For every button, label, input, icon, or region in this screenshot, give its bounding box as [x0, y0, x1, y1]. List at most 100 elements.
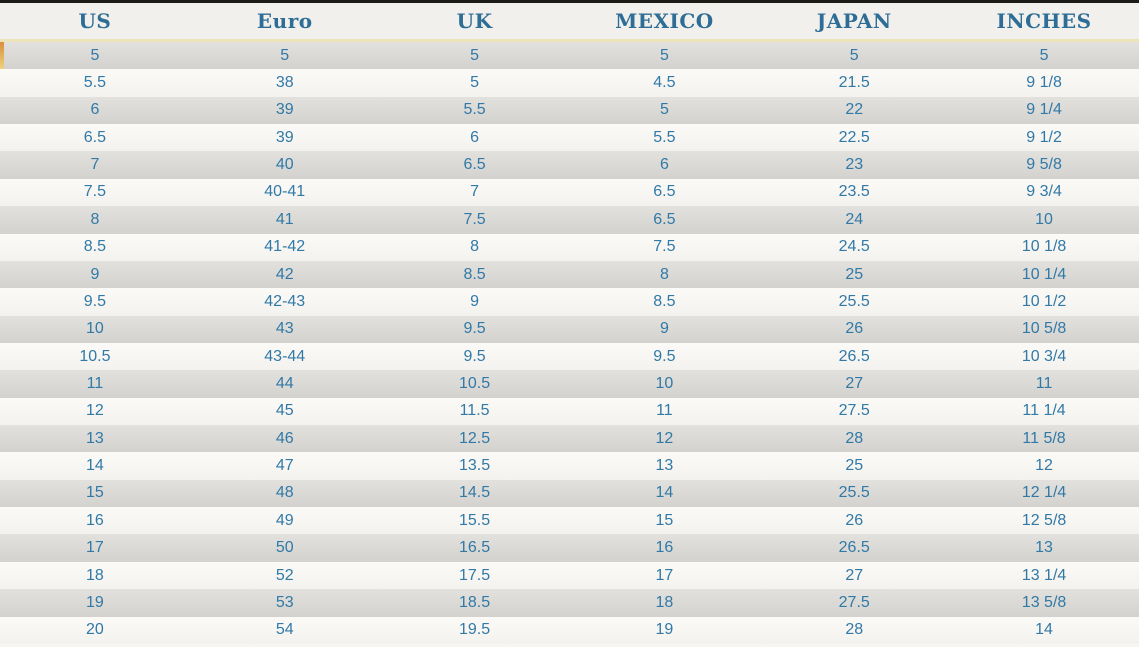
table-cell: 9 1/4: [1026, 101, 1062, 119]
table-cell: 10 5/8: [1021, 320, 1067, 338]
table-cell: 5: [849, 46, 859, 64]
table-cell: 9 1/2: [1026, 128, 1062, 146]
table-cell: 43: [275, 320, 294, 338]
table-cell: 9: [659, 320, 669, 338]
table-cell: 13: [655, 457, 674, 475]
table-cell: 5.5: [83, 74, 107, 92]
table-cell: 11: [86, 374, 104, 392]
column-header-uk: UK: [456, 9, 493, 33]
table-cell: 10 1/8: [1021, 238, 1067, 256]
table-cell: 4.5: [653, 74, 676, 92]
table-cell: 8.5: [463, 265, 486, 283]
table-cell: 18.5: [459, 593, 491, 611]
table-cell: 12.5: [459, 429, 491, 447]
table-cell: 53: [275, 593, 294, 611]
table-cell: 7.5: [653, 238, 676, 256]
table-cell: 17: [86, 539, 104, 557]
table-cell: 20: [86, 621, 104, 639]
table-row: 5.5 38 5 4.5 21.5 9 1/8: [0, 69, 1139, 97]
table-row: 13 46 12.5 12 28 11 5/8: [0, 425, 1139, 453]
table-body: 5 5 5 5 5 5 5.5 38 5 4.5 21.5 9 1/8 6 39 5.5 5 22 9 1/4 6.…: [0, 42, 1139, 644]
table-cell: 7: [470, 183, 480, 201]
table-cell: 47: [275, 457, 294, 475]
table-cell: 13 5/8: [1021, 593, 1067, 611]
table-row: 6.5 39 6 5.5 22.5 9 1/2: [0, 124, 1139, 152]
table-row: 9 42 8.5 8 25 10 1/4: [0, 260, 1139, 289]
table-cell: 13 1/4: [1021, 566, 1067, 584]
table-cell: 6: [90, 101, 100, 119]
top-border-bar: [0, 0, 1139, 3]
table-cell: 49: [275, 511, 294, 529]
table-cell: 27.5: [838, 402, 870, 420]
table-cell: 9: [470, 292, 480, 310]
table-cell: 5.5: [463, 101, 486, 119]
column-header-mexico: MEXICO: [615, 9, 714, 33]
table-cell: 6.5: [653, 183, 676, 201]
table-cell: 5: [659, 46, 669, 64]
table-cell: 19: [86, 593, 104, 611]
table-cell: 8: [90, 210, 100, 228]
table-cell: 14: [655, 484, 674, 502]
table-cell: 48: [275, 484, 294, 502]
table-cell: 12: [1035, 457, 1053, 475]
header-row: US Euro UK MEXICO JAPAN INCHES: [0, 3, 1139, 42]
table-cell: 15.5: [459, 511, 491, 529]
table-cell: 13.5: [459, 457, 491, 475]
table-cell: 18: [86, 566, 104, 584]
table-row: 6 39 5.5 5 22 9 1/4: [0, 96, 1139, 125]
table-cell: 9.5: [463, 347, 486, 365]
table-cell: 39: [275, 128, 294, 146]
table-cell: 6.5: [463, 156, 486, 174]
table-cell: 7.5: [463, 210, 486, 228]
table-cell: 9.5: [83, 292, 107, 310]
table-cell: 9 1/8: [1026, 74, 1062, 92]
column-header-inches: INCHES: [996, 9, 1092, 33]
table-cell: 14: [1035, 621, 1053, 639]
table-cell: 5: [659, 101, 669, 119]
table-row: 12 45 11.5 11 27.5 11 1/4: [0, 397, 1139, 426]
table-cell: 41: [275, 210, 294, 228]
table-row: 7.5 40-41 7 6.5 23.5 9 3/4: [0, 178, 1139, 207]
table-cell: 6.5: [83, 128, 107, 146]
table-cell: 10: [86, 320, 104, 338]
table-cell: 23: [845, 156, 864, 174]
table-cell: 19.5: [459, 621, 491, 639]
table-row: 5 5 5 5 5 5: [0, 42, 1139, 70]
table-cell: 28: [845, 621, 864, 639]
table-cell: 24.5: [838, 238, 870, 256]
column-header-japan: JAPAN: [816, 9, 892, 33]
table-cell: 12 1/4: [1021, 484, 1067, 502]
table-row: 15 48 14.5 14 25.5 12 1/4: [0, 479, 1139, 508]
table-row: 14 47 13.5 13 25 12: [0, 452, 1139, 480]
table-cell: 13: [1035, 539, 1053, 557]
table-cell: 10: [655, 374, 674, 392]
table-cell: 9 5/8: [1026, 156, 1062, 174]
table-cell: 25: [845, 265, 864, 283]
table-cell: 13: [86, 429, 104, 447]
table-cell: 26.5: [838, 539, 870, 557]
table-cell: 8.5: [83, 238, 107, 256]
table-cell: 10 1/4: [1021, 265, 1067, 283]
table-cell: 11 5/8: [1022, 429, 1066, 447]
table-cell: 27: [845, 374, 864, 392]
table-row: 10 43 9.5 9 26 10 5/8: [0, 315, 1139, 343]
table-row: 7 40 6.5 6 23 9 5/8: [0, 151, 1139, 179]
table-cell: 27: [845, 566, 864, 584]
table-row: 8.5 41-42 8 7.5 24.5 10 1/8: [0, 233, 1139, 261]
table-cell: 40-41: [264, 183, 306, 201]
size-conversion-table: US Euro UK MEXICO JAPAN INCHES 5 5 5 5 5 5 5.5 38 5 4.…: [0, 3, 1139, 644]
table-cell: 6: [470, 128, 480, 146]
table-cell: 15: [655, 511, 674, 529]
table-cell: 11.5: [459, 402, 490, 420]
table-cell: 11 1/4: [1022, 402, 1066, 420]
table-row: 20 54 19.5 19 28 14: [0, 616, 1139, 644]
table-cell: 50: [275, 539, 294, 557]
table-cell: 25.5: [838, 292, 870, 310]
table-cell: 26: [845, 511, 864, 529]
table-row: 9.5 42-43 9 8.5 25.5 10 1/2: [0, 288, 1139, 316]
table-cell: 52: [275, 566, 294, 584]
table-cell: 54: [275, 621, 294, 639]
table-cell: 12 5/8: [1021, 511, 1067, 529]
table-cell: 25.5: [838, 484, 870, 502]
table-cell: 9.5: [463, 320, 486, 338]
